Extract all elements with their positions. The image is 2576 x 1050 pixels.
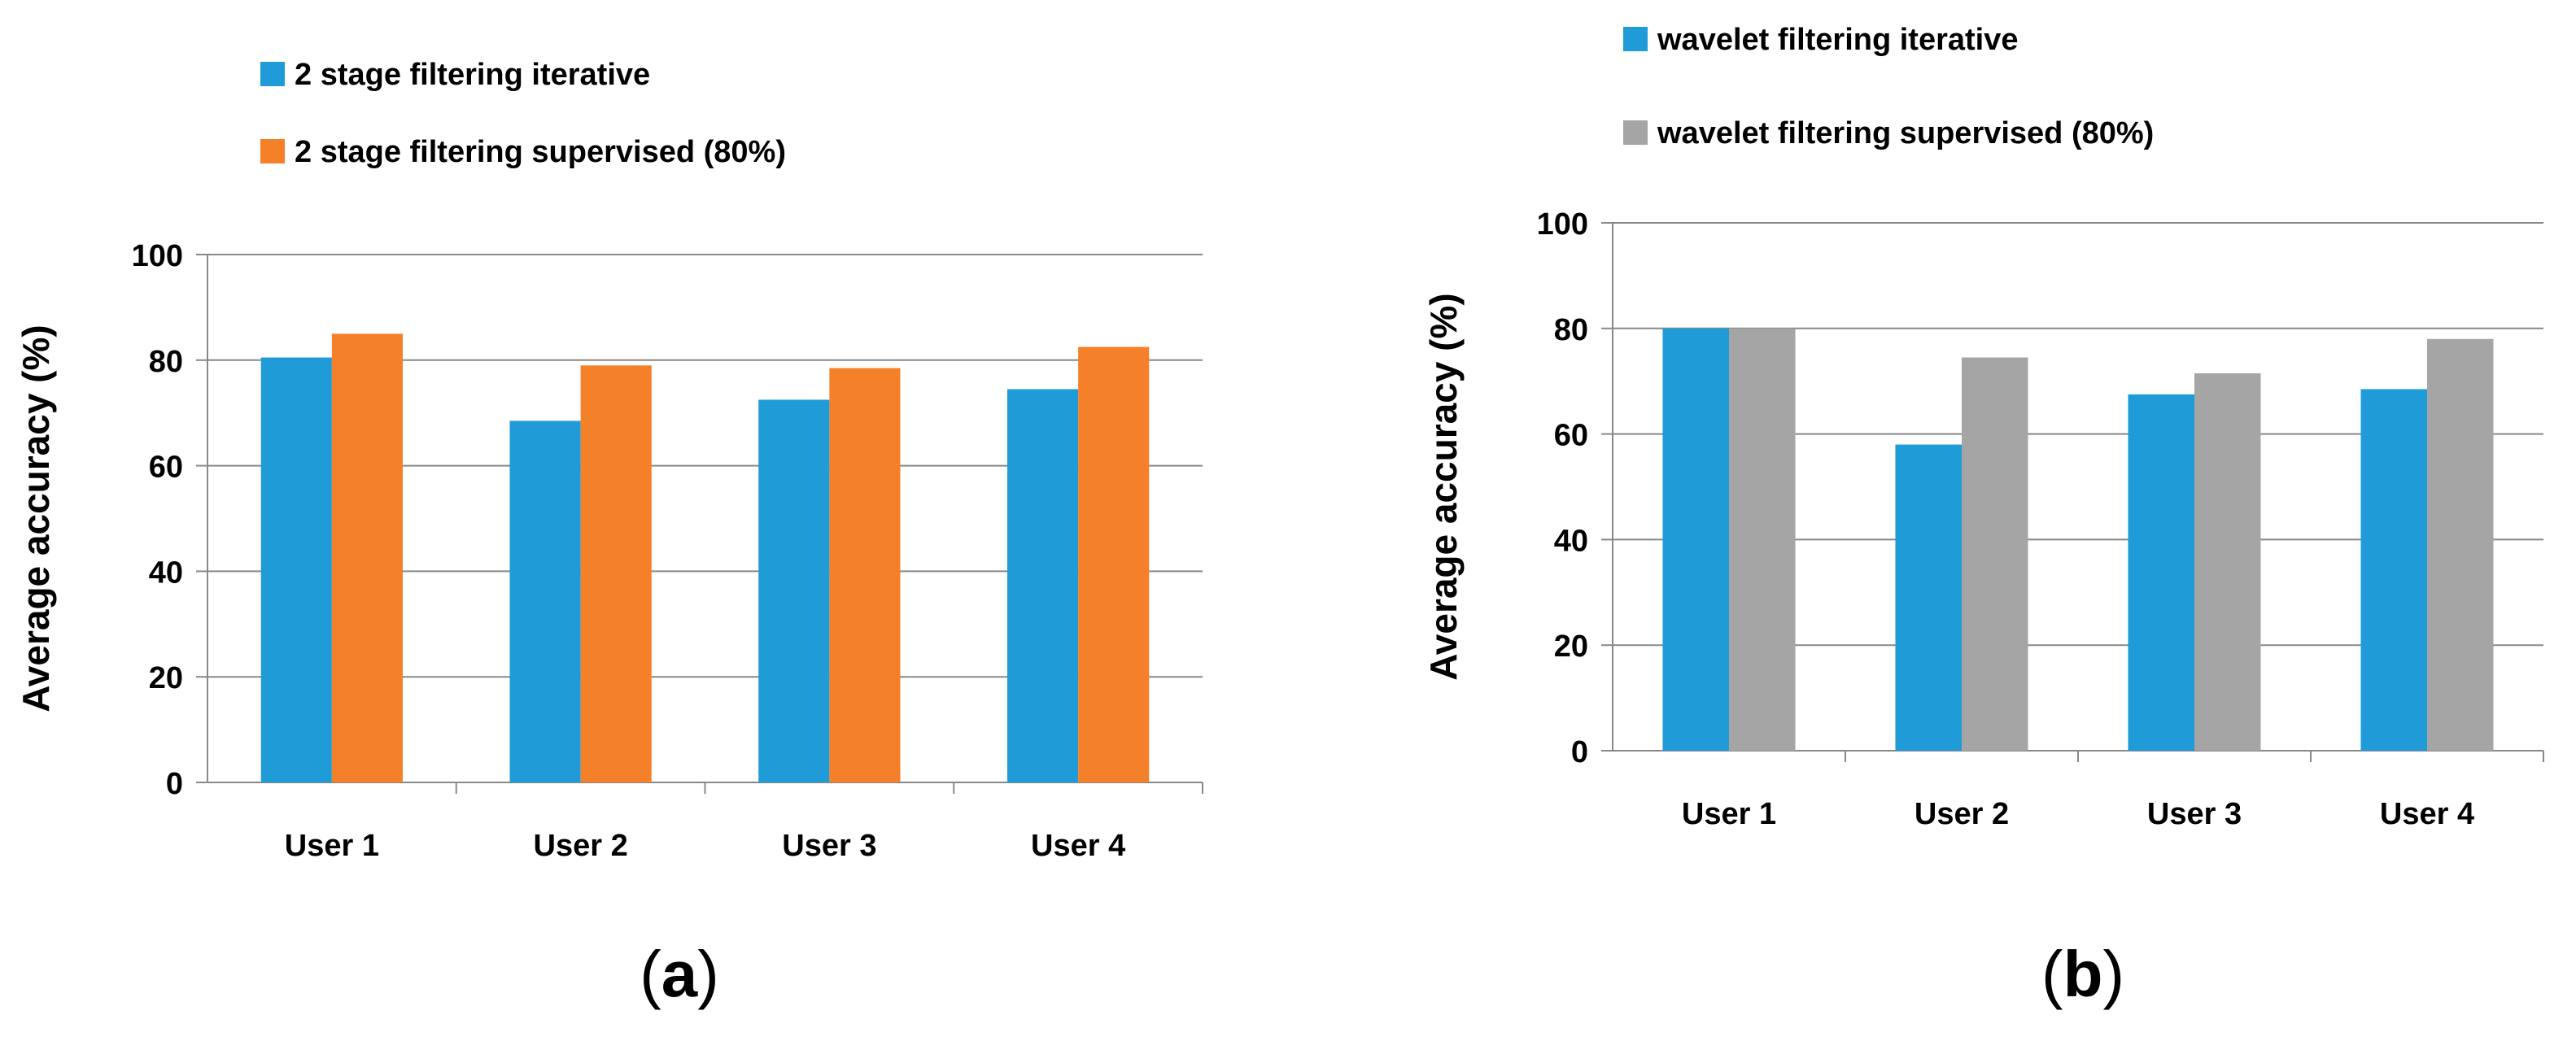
bar-iterative-2	[509, 420, 581, 782]
legend-label: 2 stage filtering supervised (80%)	[295, 135, 786, 169]
bar-supervised-1	[331, 333, 404, 783]
chart-panel-b: 0 20 40 60 80 100 User 1 User 2 User 3 User 4 Aver…	[1422, 23, 2544, 1010]
bar-supervised-1	[1729, 328, 1796, 751]
legend-swatch	[1623, 120, 1648, 145]
bar-iterative-4	[1006, 389, 1079, 782]
y-tick-label: 0	[1571, 735, 1588, 769]
y-tick-label: 20	[1554, 630, 1588, 664]
bar-supervised-3	[829, 368, 901, 782]
bar-iterative-4	[2360, 389, 2427, 751]
bar-supervised-4	[2427, 338, 2494, 751]
legend-swatch	[260, 62, 285, 86]
bar-supervised-3	[2194, 373, 2261, 751]
bar-iterative-2	[1895, 444, 1962, 751]
y-axis-title: Average accuracy (%)	[15, 325, 57, 712]
legend-label: wavelet filtering iterative	[1657, 23, 2019, 57]
y-tick-label: 100	[1537, 207, 1588, 242]
y-tick-label: 40	[1554, 524, 1588, 558]
bar-supervised-2	[580, 365, 652, 782]
legend-swatch	[260, 139, 285, 163]
chart-panel-a: 0 20 40 60 80 100 User 1 User 2 User 3 User 4 Aver…	[15, 58, 1203, 1010]
y-tick-label: 20	[149, 661, 183, 695]
x-tick-label: User 4	[1031, 829, 1125, 863]
y-axis-title: Average accuracy (%)	[1422, 293, 1465, 680]
y-tick-label: 100	[132, 239, 183, 273]
panel-label-part: (	[640, 938, 661, 1010]
bar-iterative-3	[758, 399, 830, 782]
y-tick-label: 60	[1554, 419, 1588, 453]
bar-supervised-2	[1962, 357, 2028, 751]
bar-iterative-1	[1662, 328, 1729, 751]
x-tick-label: User 2	[1915, 797, 2009, 831]
bar-iterative-3	[2128, 394, 2194, 751]
panel-label: (a)	[640, 938, 719, 1010]
y-tick-label: 80	[1554, 313, 1588, 347]
panel-label-part: b	[2063, 938, 2103, 1010]
y-tick-label: 60	[149, 451, 183, 485]
legend: wavelet filtering iterative wavelet filte…	[1623, 23, 2154, 150]
panel-label-part: (	[2041, 938, 2063, 1010]
bar-iterative-1	[260, 357, 332, 782]
panel-label-part: a	[661, 938, 698, 1010]
panel-label-part: )	[2102, 938, 2124, 1010]
panel-label-part: )	[697, 938, 719, 1010]
x-tick-label: User 3	[782, 829, 876, 863]
x-tick-label: User 2	[534, 829, 628, 863]
y-tick-label: 80	[149, 345, 183, 379]
legend-swatch	[1623, 27, 1648, 51]
y-tick-label: 40	[149, 555, 183, 590]
x-tick-label: User 1	[285, 829, 379, 863]
x-tick-label: User 3	[2147, 797, 2242, 831]
x-tick-label: User 1	[1682, 797, 1776, 831]
legend-label: 2 stage filtering iterative	[295, 58, 650, 92]
y-tick-label: 0	[166, 767, 183, 801]
legend-label: wavelet filtering supervised (80%)	[1657, 116, 2154, 150]
x-tick-label: User 4	[2380, 797, 2474, 831]
panel-label: (b)	[2041, 938, 2124, 1010]
bar-supervised-4	[1078, 346, 1150, 782]
legend: 2 stage filtering iterative 2 stage filte…	[260, 58, 786, 169]
